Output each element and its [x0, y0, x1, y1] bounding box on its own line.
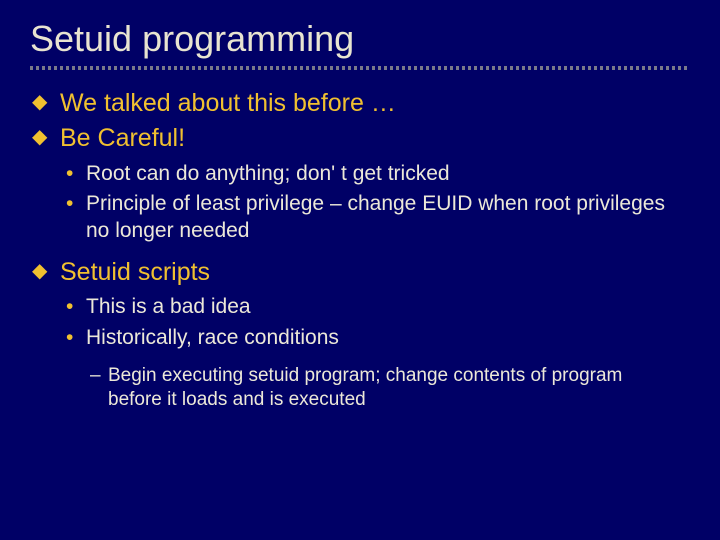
level2-item: Principle of least privilege – change EU… — [64, 191, 692, 245]
level3-item: Begin executing setuid program; change c… — [88, 364, 628, 413]
level1-text: We talked about this before … — [60, 89, 396, 117]
level2-item: Root can do anything; don' t get tricked — [64, 161, 692, 188]
level1-text: Be Careful! — [60, 124, 185, 152]
title-divider — [30, 66, 690, 70]
level2-text: Principle of least privilege – change EU… — [86, 192, 665, 242]
slide: Setuid programming We talked about this … — [0, 0, 720, 540]
level1-item: We talked about this before … — [30, 88, 692, 119]
bullet-list-level2: This is a bad idea Historically, race co… — [64, 294, 692, 352]
bullet-list-level1: Setuid scripts — [30, 257, 692, 288]
level1-item: Be Careful! — [30, 123, 692, 154]
level2-text: Root can do anything; don' t get tricked — [86, 162, 450, 185]
bullet-list-level3: Begin executing setuid program; change c… — [88, 364, 692, 413]
bullet-list-level1: We talked about this before … Be Careful… — [30, 88, 692, 155]
bullet-list-level2: Root can do anything; don' t get tricked… — [64, 161, 692, 246]
level2-text: This is a bad idea — [86, 295, 251, 318]
level1-text: Setuid scripts — [60, 258, 210, 286]
level2-item: Historically, race conditions — [64, 325, 692, 352]
level1-item: Setuid scripts — [30, 257, 692, 288]
slide-title: Setuid programming — [30, 18, 692, 60]
level2-item: This is a bad idea — [64, 294, 692, 321]
level3-text: Begin executing setuid program; change c… — [108, 365, 622, 410]
level2-text: Historically, race conditions — [86, 326, 339, 349]
